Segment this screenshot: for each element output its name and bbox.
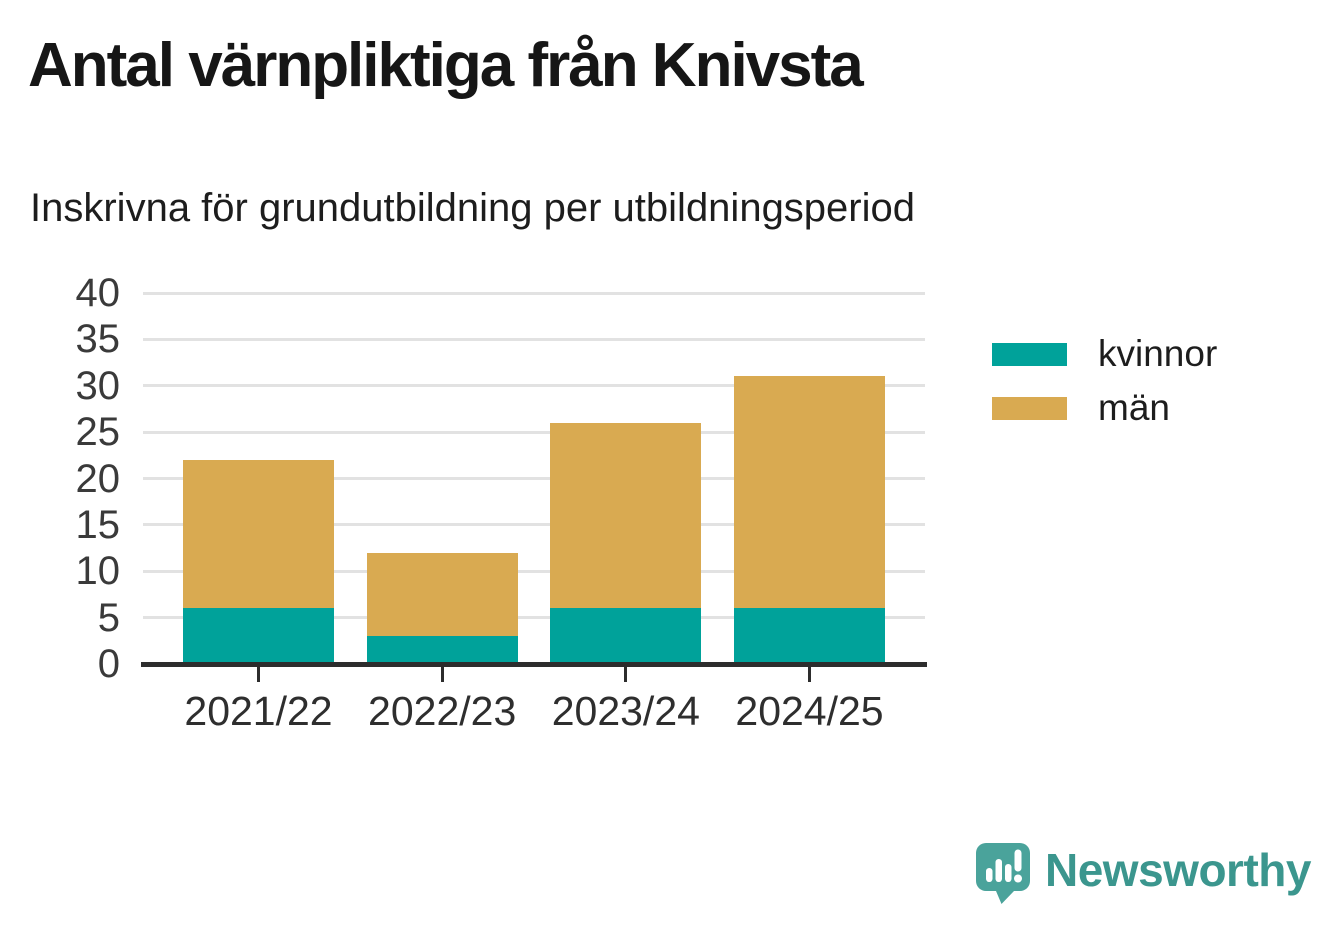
bar-segment-kvinnor-2022/23	[366, 636, 518, 664]
bar-segment-män-2024/25	[734, 376, 885, 609]
x-axis-line	[141, 662, 927, 667]
gridline-30	[143, 384, 925, 388]
bar-segment-män-2023/24	[550, 422, 702, 609]
y-axis-label-40: 40	[75, 271, 121, 315]
logo-bar-1	[986, 868, 993, 882]
y-axis-label-10: 10	[75, 549, 121, 594]
x-axis-tick-2023/24	[624, 667, 628, 682]
bar-segment-män-2021/22	[183, 459, 334, 609]
y-axis-label-15: 15	[75, 502, 121, 547]
legend-label-kvinnor: kvinnor	[1098, 333, 1218, 374]
legend-label-man: män	[1098, 387, 1170, 428]
gridline-10	[143, 569, 925, 573]
x-axis-label-2024/25: 2024/25	[735, 688, 884, 734]
bar-segment-kvinnor-2021/22	[183, 608, 334, 664]
newsworthy-branding: Newsworthy	[974, 841, 1311, 905]
y-axis-label-30: 30	[75, 363, 121, 408]
logo-exclamation-dot	[1014, 874, 1022, 883]
logo-bar-3	[1005, 864, 1012, 882]
chart-subtitle: Inskrivna för grundutbildning per utbild…	[30, 186, 915, 230]
bar-segment-kvinnor-2024/25	[734, 608, 885, 664]
legend-swatch-kvinnor	[992, 342, 1067, 366]
y-axis-label-0: 0	[97, 642, 120, 686]
x-axis-label-2023/24: 2023/24	[551, 688, 700, 734]
gridline-15	[143, 523, 925, 527]
y-axis-label-5: 5	[97, 595, 120, 640]
gridline-35	[143, 337, 925, 341]
y-axis-label-25: 25	[75, 410, 121, 455]
x-axis-label-2021/22: 2021/22	[184, 688, 333, 734]
legend-item-man: män	[992, 387, 1217, 428]
x-axis-label-2022/23: 2022/23	[368, 688, 517, 734]
newsworthy-logo-icon	[976, 843, 1030, 904]
gridline-20	[143, 477, 925, 480]
bar-segment-män-2022/23	[366, 552, 518, 637]
gridline-40	[143, 291, 925, 295]
logo-exclamation-bar	[1014, 849, 1022, 872]
x-axis-tick-2021/22	[257, 667, 260, 682]
bar-segment-kvinnor-2023/24	[550, 608, 702, 664]
x-axis-tick-2024/25	[808, 667, 811, 682]
chart-title: Antal värnpliktiga från Knivsta	[28, 31, 864, 100]
gridline-5	[143, 616, 925, 620]
plot-area	[143, 291, 925, 664]
y-axis-label-20: 20	[75, 456, 121, 501]
gridline-25	[143, 430, 925, 434]
legend-swatch-man	[992, 396, 1067, 420]
x-axis-tick-2022/23	[440, 667, 444, 682]
newsworthy-logo-text: Newsworthy	[1045, 844, 1311, 896]
legend: kvinnor män	[992, 333, 1218, 428]
logo-bar-2	[995, 859, 1002, 882]
legend-item-kvinnor: kvinnor	[992, 333, 1218, 374]
y-axis-label-35: 35	[75, 317, 121, 362]
